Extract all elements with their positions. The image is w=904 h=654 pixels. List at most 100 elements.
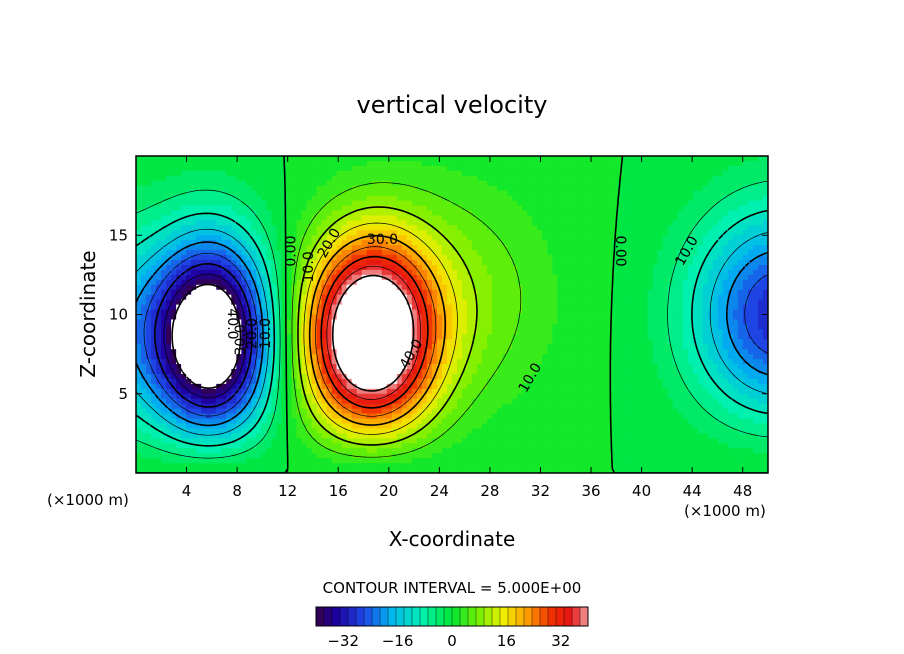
field-cell: [136, 210, 142, 217]
field-cell: [281, 304, 288, 311]
field-cell: [261, 180, 268, 187]
field-cell: [522, 304, 528, 311]
field-cell: [366, 339, 373, 345]
field-cell: [522, 418, 528, 425]
field-cell: [441, 378, 448, 385]
field-cell: [321, 458, 328, 464]
field-cell: [457, 398, 463, 405]
field-cell: [336, 324, 343, 330]
field-cell: [467, 319, 473, 325]
field-cell: [487, 255, 493, 261]
field-cell: [487, 260, 493, 266]
field-cell: [241, 255, 247, 261]
field-cell: [316, 160, 323, 167]
field-cell: [482, 245, 488, 251]
field-cell: [331, 185, 338, 192]
field-cell: [497, 284, 503, 291]
field-cell: [221, 205, 227, 212]
field-cell: [206, 250, 212, 256]
field-cell: [311, 304, 318, 311]
field-cell: [467, 274, 473, 281]
field-cell: [421, 339, 428, 345]
field-cell: [356, 175, 363, 182]
field-cell: [291, 423, 298, 430]
field-cell: [206, 160, 212, 167]
field-cell: [226, 458, 232, 464]
field-cell: [361, 453, 368, 459]
field-cell: [371, 160, 378, 167]
field-cell: [366, 195, 373, 202]
field-cell: [401, 324, 408, 330]
field-cell: [462, 240, 468, 246]
field-cell: [421, 388, 428, 395]
field-cell: [266, 165, 273, 172]
field-cell: [401, 428, 408, 434]
field-cell: [261, 284, 268, 291]
field-cell: [411, 205, 418, 212]
field-cell: [406, 200, 413, 207]
field-cell: [396, 354, 403, 360]
field-cell: [226, 284, 232, 291]
field-cell: [431, 428, 438, 434]
field-cell: [331, 359, 338, 365]
field-cell: [261, 373, 268, 380]
field-cell: [261, 349, 268, 355]
field-cell: [351, 250, 358, 256]
field-cell: [517, 195, 523, 202]
field-cell: [206, 289, 212, 296]
field-cell: [206, 458, 212, 464]
field-cell: [457, 165, 463, 172]
field-cell: [186, 309, 192, 316]
field-cell: [176, 378, 182, 385]
field-cell: [241, 398, 247, 405]
field-cell: [311, 344, 318, 350]
field-cell: [421, 225, 428, 231]
field-cell: [416, 245, 423, 251]
field-cell: [191, 215, 197, 221]
field-cell: [296, 165, 303, 172]
field-cell: [371, 264, 378, 271]
field-cell: [146, 403, 152, 410]
field-cell: [522, 393, 528, 400]
field-cell: [206, 398, 212, 405]
field-cell: [426, 393, 433, 400]
field-cell: [502, 359, 508, 365]
field-cell: [517, 240, 523, 246]
field-cell: [446, 324, 453, 330]
field-cell: [291, 309, 298, 316]
field-cell: [321, 215, 328, 221]
field-cell: [376, 413, 383, 420]
field-cell: [266, 264, 273, 271]
field-cell: [166, 235, 172, 241]
field-cell: [517, 334, 523, 340]
field-cell: [271, 413, 278, 420]
field-cell: [462, 156, 468, 162]
field-cell: [246, 156, 252, 162]
field-cell: [216, 393, 222, 400]
field-cell: [321, 274, 328, 281]
field-cell: [507, 215, 513, 221]
field-cell: [446, 255, 453, 261]
field-cell: [306, 349, 313, 355]
field-cell: [356, 274, 363, 281]
field-cell: [452, 220, 458, 226]
field-cell: [236, 423, 242, 430]
field-cell: [426, 324, 433, 330]
field-cell: [467, 463, 473, 469]
field-cell: [457, 463, 463, 469]
field-cell: [391, 314, 398, 321]
field-cell: [186, 354, 192, 360]
field-cell: [221, 403, 227, 410]
field-cell: [477, 373, 483, 380]
field-cell: [141, 269, 147, 276]
field-cell: [266, 349, 273, 355]
field-cell: [316, 165, 323, 172]
field-cell: [426, 354, 433, 360]
field-cell: [176, 368, 182, 375]
field-cell: [176, 403, 182, 410]
field-cell: [246, 438, 252, 444]
field-cell: [226, 319, 232, 325]
field-cell: [181, 279, 187, 286]
field-cell: [136, 245, 142, 251]
field-cell: [221, 393, 227, 400]
